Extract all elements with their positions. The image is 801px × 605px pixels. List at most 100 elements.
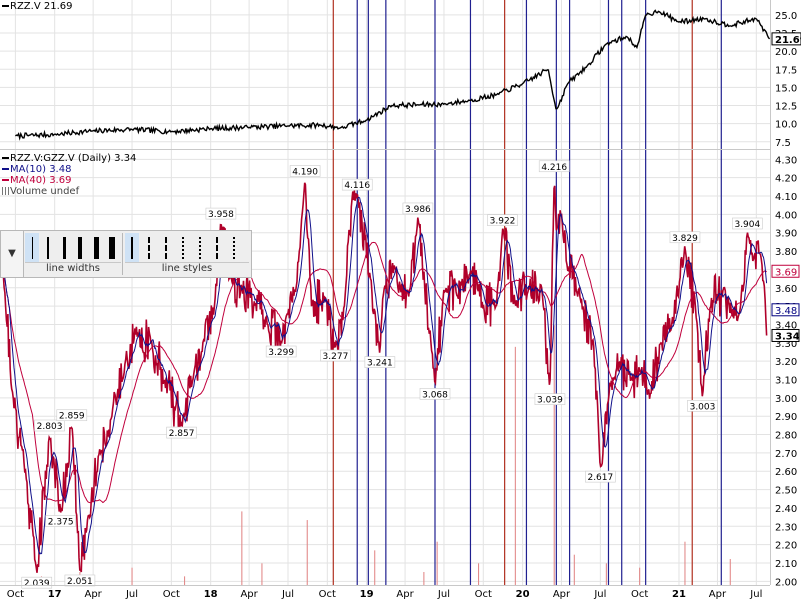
volume-bar [605, 563, 607, 585]
ratio-y-tick-label: 2.50 [775, 486, 797, 497]
annotation-label: 2.857 [169, 429, 195, 439]
annotation-label: 2.617 [587, 473, 613, 483]
price-y-tick-label: 10.0 [775, 120, 797, 131]
volume-icon [2, 187, 9, 195]
volume-bar [306, 520, 308, 585]
annotation-label: 2.039 [24, 579, 50, 589]
price-series-line [15, 9, 771, 141]
x-tick-label: Apr [709, 589, 727, 600]
volume-bar [241, 511, 243, 585]
annotation-box [687, 400, 718, 412]
annotation-label: 4.190 [292, 168, 318, 178]
line-style-toolbar: ▼ line widths line styles [0, 230, 252, 278]
x-tick-label: 18 [204, 589, 218, 600]
x-tick-label: Jul [749, 589, 762, 600]
line-style-option[interactable] [142, 233, 156, 263]
line-style-option[interactable] [193, 233, 207, 263]
ma10-legend-row: MA(10) 3.48 [2, 164, 136, 175]
ratio-y-tick-label: 4.00 [775, 210, 797, 221]
ratio-y-tick-label: 3.10 [775, 376, 797, 387]
line-style-option[interactable] [210, 233, 224, 263]
x-tick-label: 21 [672, 589, 686, 600]
annotation-box [732, 217, 763, 230]
toolbar-dropdown-arrow[interactable]: ▼ [1, 231, 24, 277]
annotation-label: 3.241 [367, 359, 393, 369]
annotation-label: 2.051 [67, 577, 93, 587]
volume-legend-name: Volume [10, 186, 48, 197]
x-tick-label: 17 [48, 589, 62, 600]
x-tick-label: Oct [631, 589, 648, 600]
annotation-label: 4.116 [344, 181, 370, 191]
ma40-legend-name: MA(40) [10, 175, 46, 186]
ratio-y-tick-label: 3.00 [775, 394, 797, 405]
annotation-label: 3.003 [690, 402, 716, 412]
ma10-legend-value: 3.48 [49, 164, 72, 175]
ratio-last-value-label: 3.48 [775, 306, 797, 317]
line-style-glyph [131, 237, 133, 259]
line-width-option[interactable] [57, 233, 71, 263]
x-tick-label: 20 [516, 589, 530, 600]
ratio-y-tick-label: 3.90 [775, 229, 797, 240]
x-tick-label: Apr [240, 589, 258, 600]
line-style-option[interactable] [159, 233, 173, 263]
ma10-line [2, 196, 768, 556]
annotation-box [21, 576, 53, 589]
annotation-box [538, 160, 570, 173]
ratio-legend-label: RZZ.V:GZZ.V (Daily) 3.34 [10, 153, 137, 164]
annotation-label: 2.859 [59, 412, 85, 422]
line-width-glyph [62, 237, 66, 259]
annotation-box [669, 231, 701, 244]
annotation-label: 3.958 [208, 210, 234, 220]
line-width-option[interactable] [25, 233, 39, 263]
line-styles-group: line styles [125, 233, 249, 275]
volume-bar [131, 567, 133, 585]
x-tick-label: Jul [125, 589, 138, 600]
line-widths-options [25, 233, 121, 263]
line-width-option[interactable] [41, 233, 55, 263]
price-y-tick-label: 20.0 [775, 47, 797, 58]
volume-legend-row: Volume undef [2, 186, 136, 197]
ma10-swatch [2, 168, 9, 170]
line-width-option[interactable] [89, 233, 103, 263]
annotation-label: 2.375 [48, 518, 74, 528]
line-width-glyph [93, 237, 99, 259]
ratio-y-tick-label: 2.10 [775, 559, 797, 570]
annotation-label: 3.986 [405, 205, 431, 215]
volume-bar [184, 576, 186, 585]
line-style-glyph [165, 237, 167, 259]
annotation-box [402, 202, 434, 215]
ratio-last-value-box [771, 303, 800, 317]
annotation-box [320, 349, 351, 362]
annotation-box [364, 356, 396, 368]
ratio-y-tick-label: 4.10 [775, 192, 797, 203]
volume-legend-value: undef [50, 186, 80, 197]
price-y-tick-label: 17.5 [775, 65, 797, 76]
ratio-swatch [2, 157, 9, 159]
x-tick-label: Apr [396, 589, 414, 600]
ratio-y-tick-label: 2.90 [775, 412, 797, 423]
annotation-label: 4.216 [541, 163, 567, 173]
line-width-glyph [31, 237, 33, 259]
x-tick-label: 19 [360, 589, 374, 600]
annotation-label: 3.277 [323, 352, 349, 362]
x-tick-label: Apr [553, 589, 571, 600]
annotation-box [487, 214, 518, 226]
ratio-y-tick-label: 2.20 [775, 541, 797, 552]
line-style-option[interactable] [176, 233, 190, 263]
x-tick-label: Oct [475, 589, 492, 600]
annotation-box [205, 207, 237, 220]
annotation-box [534, 393, 566, 406]
volume-bar [423, 572, 425, 585]
price-swatch [2, 5, 9, 7]
x-tick-label: Jul [437, 589, 450, 600]
grid-layer [0, 0, 770, 585]
ratio-y-tick-label: 3.30 [775, 339, 797, 350]
price-y-tick-label: 12.5 [775, 102, 797, 113]
line-width-option[interactable] [73, 233, 87, 263]
annotation-box [341, 178, 373, 191]
line-width-option[interactable] [105, 233, 119, 263]
line-style-option[interactable] [227, 233, 241, 263]
volume-bar [729, 559, 731, 585]
line-style-option[interactable] [125, 233, 139, 263]
x-tick-label: Oct [7, 589, 24, 600]
